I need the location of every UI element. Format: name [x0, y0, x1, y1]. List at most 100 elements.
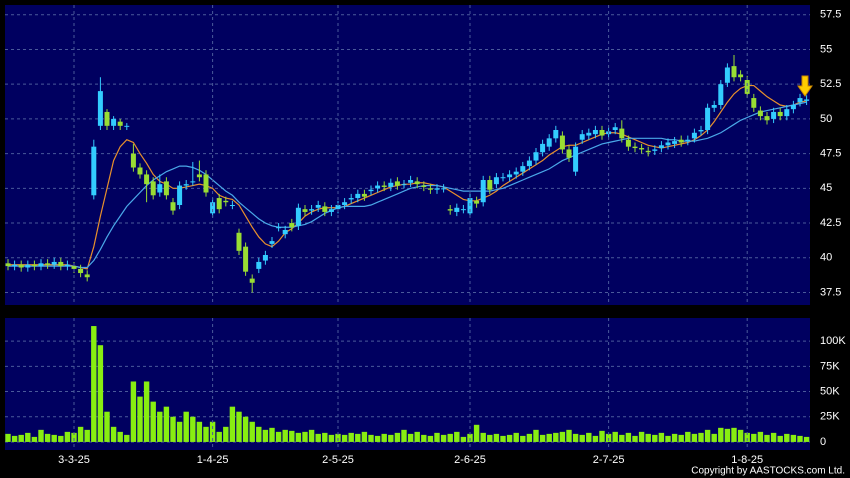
volume-bar	[262, 429, 269, 442]
volume-bar	[744, 432, 750, 442]
candle-body	[210, 202, 216, 214]
volume-bar	[764, 434, 770, 442]
volume-bar	[447, 433, 453, 442]
candle-body	[685, 139, 691, 142]
candle-body	[25, 264, 31, 268]
candle-body	[711, 105, 717, 108]
candle-body	[665, 142, 671, 146]
candle-body	[58, 261, 64, 267]
volume-bar	[295, 432, 302, 442]
volume-bar	[388, 434, 394, 442]
candle-body	[12, 264, 18, 267]
candle-body	[718, 84, 724, 105]
y-tick-label: 55	[820, 43, 832, 55]
volume-bar	[652, 434, 658, 442]
volume-bar	[427, 435, 434, 442]
volume-bar	[196, 421, 203, 442]
y-tick-label: 47.5	[820, 148, 841, 160]
volume-bar	[341, 434, 348, 442]
candle-body	[196, 174, 202, 178]
volume-bar	[38, 429, 44, 442]
volume-bar	[150, 401, 156, 442]
candle-body	[619, 128, 625, 139]
candle-body	[533, 152, 539, 161]
x-tick-label: 2-7-25	[593, 454, 625, 466]
volume-bar	[737, 429, 744, 442]
candle-body	[394, 181, 400, 186]
volume-bar	[348, 432, 354, 442]
candle-body	[203, 174, 209, 193]
candle-body	[78, 268, 84, 274]
candle-body	[408, 180, 414, 183]
candle-body	[454, 207, 460, 212]
volume-bar	[533, 429, 539, 442]
candle-body	[236, 232, 242, 251]
volume-bar	[612, 431, 618, 442]
volume-bar	[526, 433, 533, 442]
volume-bar	[183, 411, 189, 442]
candle-body	[705, 107, 711, 130]
candle-body	[797, 98, 803, 103]
candle-body	[566, 149, 572, 158]
volume-bar	[18, 434, 24, 442]
volume-bar	[401, 429, 407, 442]
x-tick-label: 1-4-25	[197, 454, 229, 466]
volume-bar	[157, 411, 163, 442]
candle-body	[520, 166, 526, 172]
candle-body	[421, 185, 427, 187]
candle-body	[546, 138, 552, 147]
volume-bar	[790, 434, 797, 442]
candle-body	[18, 264, 24, 268]
candle-body	[724, 67, 730, 83]
volume-bar	[605, 433, 612, 442]
plot-layer: 37.5 40 42.5 45 47.5 50 52.5 55 57.5 0 25K 50K 75K 10…	[5, 5, 846, 466]
volume-bar	[249, 421, 255, 442]
volume-bar	[718, 427, 724, 442]
candle-body	[342, 202, 348, 205]
volume-bar	[500, 435, 506, 442]
y-tick-label: 42.5	[820, 217, 841, 229]
candle-body	[500, 177, 506, 179]
volume-bar	[546, 433, 552, 442]
candle-body	[111, 118, 117, 126]
candle-body	[639, 148, 645, 150]
candle-body	[355, 193, 361, 199]
volume-bar	[638, 431, 645, 442]
volume-bar	[229, 406, 236, 442]
volume-bar	[513, 432, 519, 442]
candle-body	[282, 230, 288, 235]
candle-body	[757, 110, 763, 117]
volume-bar	[97, 345, 104, 442]
volume-bar	[322, 432, 328, 442]
candle-body	[751, 98, 757, 108]
candle-body	[553, 130, 559, 139]
copyright: Copyright by AASTOCKS.com Ltd.	[691, 466, 845, 477]
volume-bar	[51, 434, 57, 442]
volume-bar	[71, 432, 77, 442]
candle-body	[124, 125, 130, 127]
volume-bar	[137, 396, 143, 442]
candle-body	[97, 91, 103, 126]
volume-bar	[658, 432, 665, 442]
candle-body	[315, 205, 321, 208]
volume-bar	[11, 435, 18, 442]
volume-bar	[104, 411, 110, 442]
candle-body	[223, 200, 229, 203]
candle-body	[672, 141, 678, 144]
candle-body	[493, 177, 499, 185]
volume-bar	[91, 326, 97, 442]
candle-body	[309, 209, 315, 211]
candle-body	[804, 99, 810, 101]
candle-body	[652, 149, 658, 151]
candle-body	[5, 263, 11, 267]
volume-bar	[691, 433, 698, 442]
volume-bar	[190, 416, 196, 442]
y-tick-label: 50K	[820, 385, 840, 397]
candle-body	[487, 180, 493, 190]
volume-bar	[77, 426, 84, 442]
candle-body	[460, 209, 466, 211]
volume-bar	[493, 433, 500, 442]
volume-bar	[355, 433, 361, 442]
candle-body	[31, 264, 37, 267]
